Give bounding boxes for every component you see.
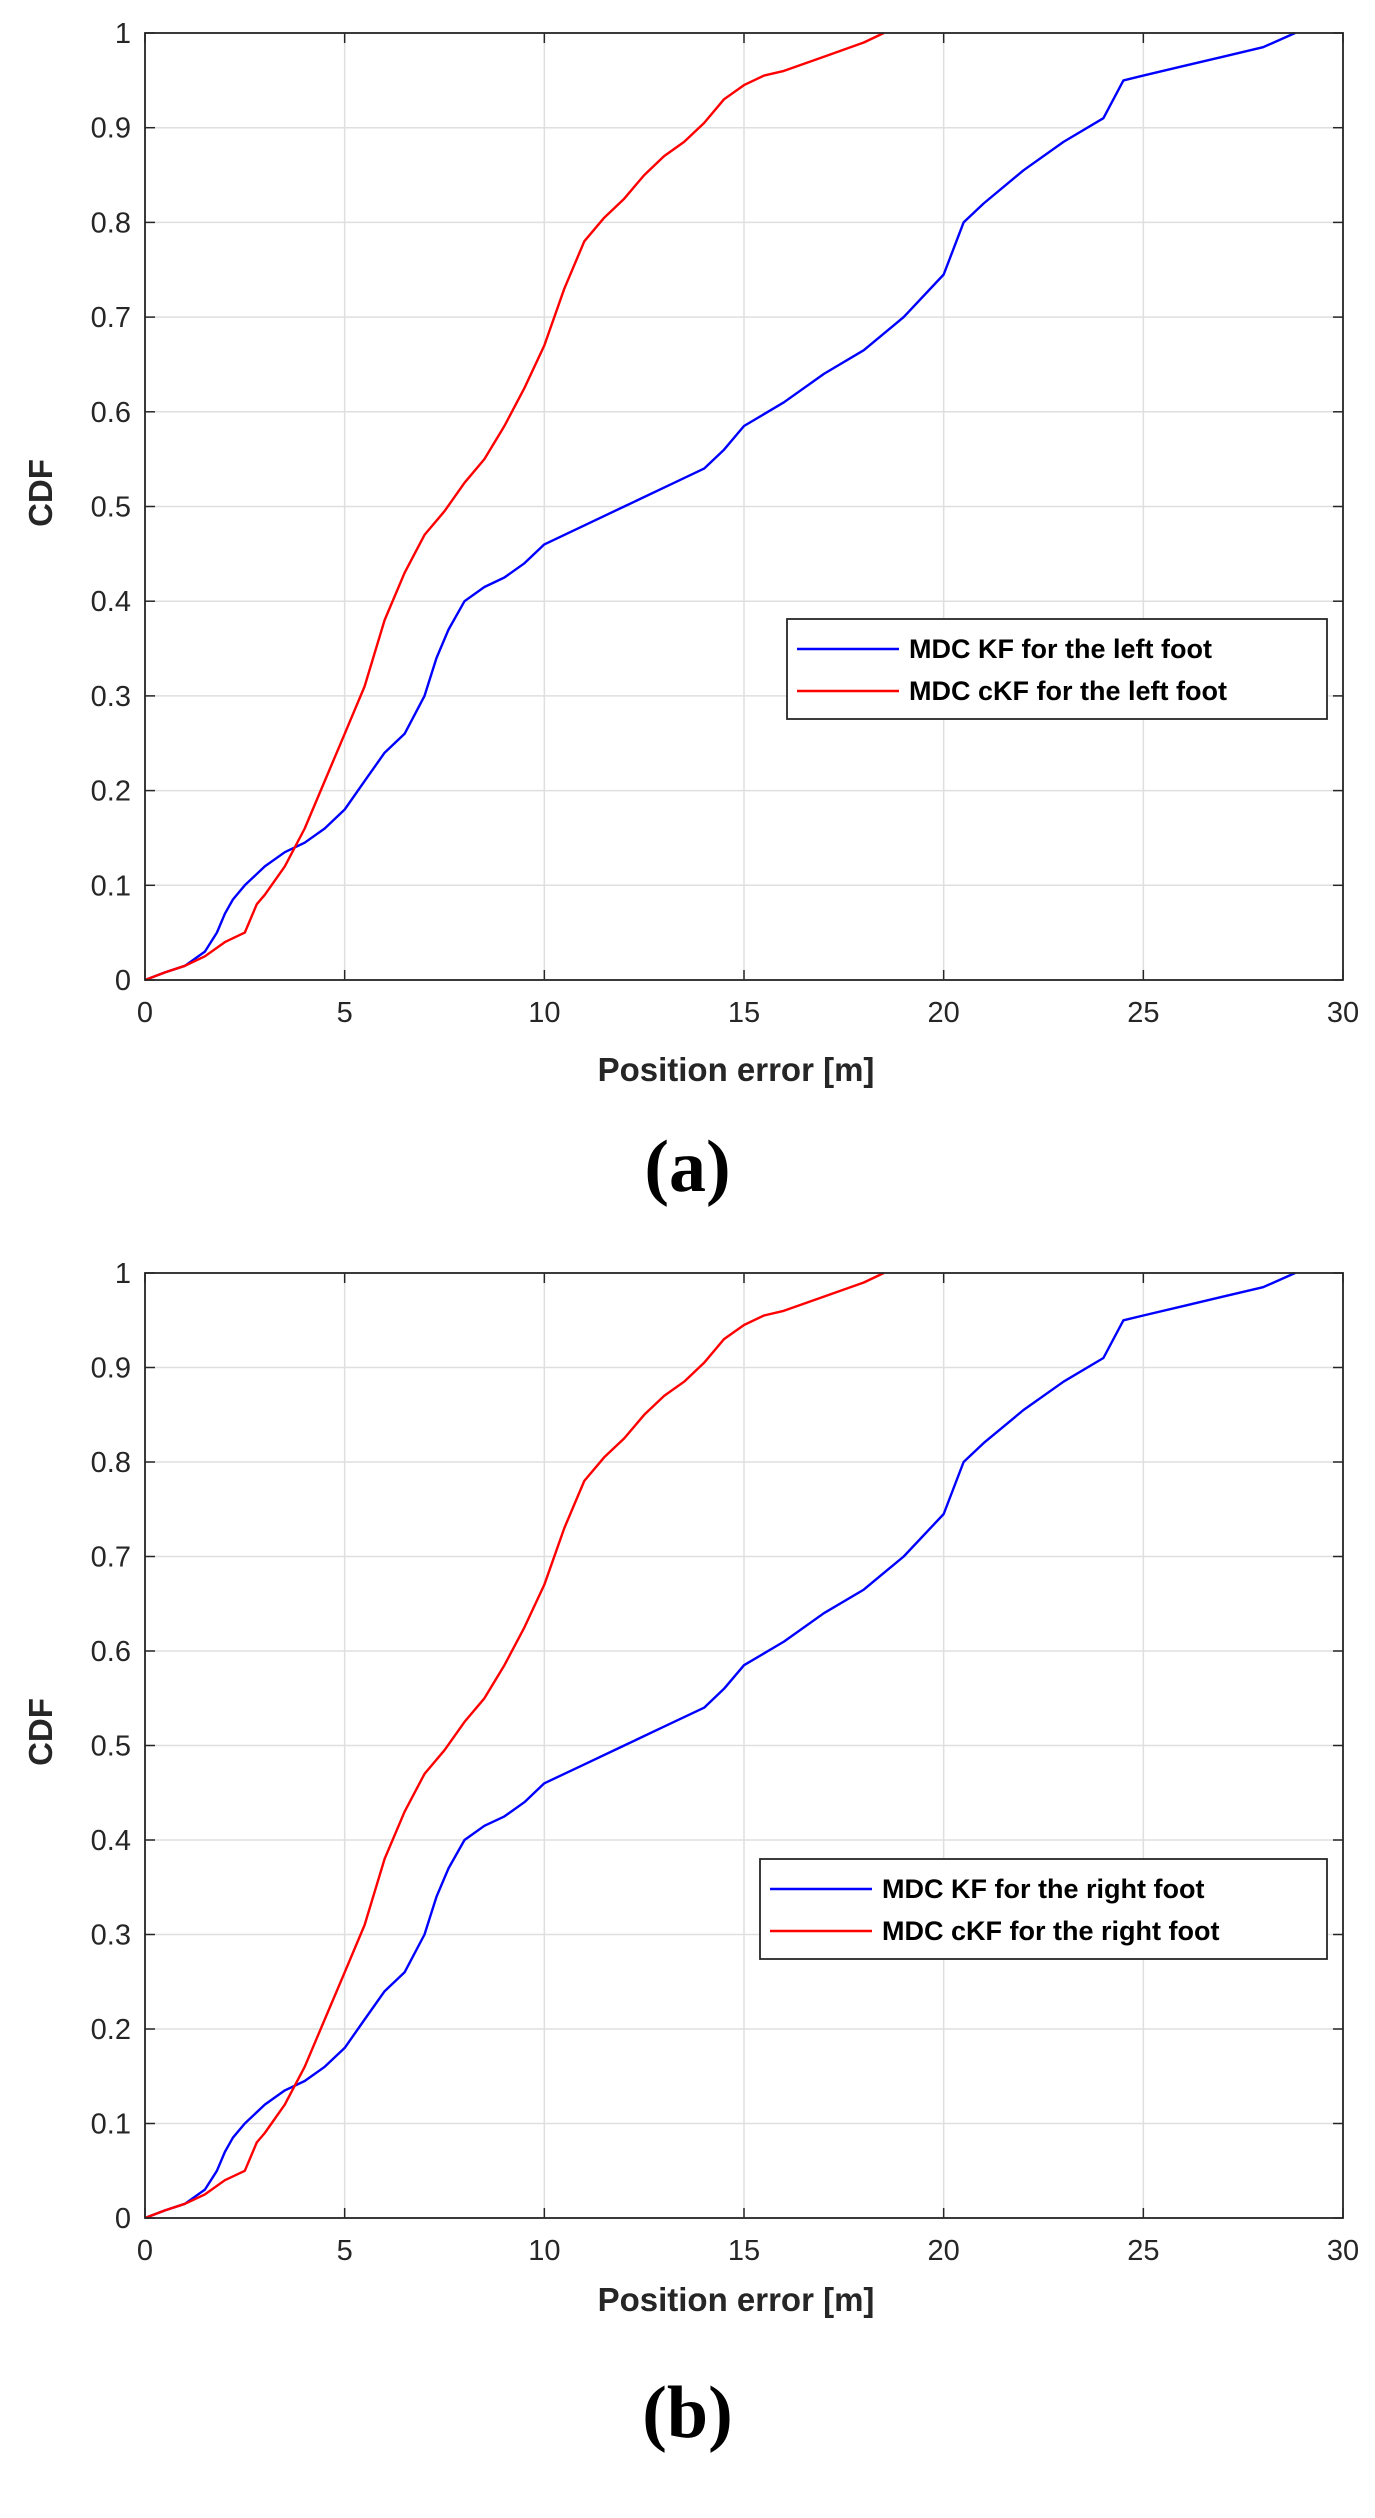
series-line-ckf [144, 31, 885, 982]
y-tick-label: 1 [115, 1259, 131, 1290]
y-tick-label: 0.4 [91, 1825, 131, 1857]
y-tick-label: 0 [115, 2203, 131, 2235]
figure-caption-a: (a) [644, 1126, 731, 1208]
y-tick-label: 0.3 [91, 681, 131, 713]
legend-label: MDC cKF for the right foot [882, 1916, 1219, 1946]
y-tick-label: 0 [115, 965, 131, 997]
x-tick-label: 5 [337, 2235, 353, 2267]
y-tick-label: 0.9 [91, 113, 131, 145]
y-tick-label: 0.5 [91, 492, 131, 524]
x-tick-label: 0 [137, 2235, 153, 2267]
y-tick-label: 0.8 [91, 1447, 131, 1479]
y-tick-label: 1 [115, 18, 131, 50]
x-axis-label: Position error [m] [598, 2281, 875, 2318]
x-tick-label: 15 [728, 997, 760, 1029]
x-tick-label: 0 [137, 997, 153, 1029]
series-line-ckf [144, 1271, 885, 2220]
y-tick-label: 0.7 [91, 1542, 131, 1574]
cdf-chart-left-foot: 0 5 10 15 20 25 30 0 0.1 0.2 0.3 0.4 0.5 0.6 0.7 0.8 0.9… [22, 18, 1359, 1088]
x-tick-label: 20 [928, 2235, 960, 2267]
y-tick-label: 0.1 [91, 2109, 131, 2141]
legend-box [786, 618, 1328, 720]
y-tick-label: 0.8 [91, 207, 131, 239]
x-tick-label: 10 [528, 2235, 560, 2267]
series-line-kf [144, 1271, 1296, 2220]
y-tick-label: 0.4 [91, 586, 131, 618]
legend-label: MDC cKF for the left foot [909, 676, 1227, 706]
y-tick-label: 0.3 [91, 1920, 131, 1952]
x-tick-label: 25 [1127, 997, 1159, 1029]
y-tick-label: 0.1 [91, 870, 131, 902]
legend-label: MDC KF for the left foot [909, 634, 1212, 664]
y-axis-label: CDF [22, 1698, 59, 1766]
y-tick-label: 0.7 [91, 302, 131, 334]
figure-a: 0 5 10 15 20 25 30 0 0.1 0.2 0.3 0.4 0.5 0.6 0.7 0.8 0.9… [22, 18, 1359, 1208]
series-line-kf [144, 31, 1296, 982]
legend-label: MDC KF for the right foot [882, 1874, 1204, 1904]
x-tick-label: 5 [337, 997, 353, 1029]
x-tick-label: 20 [928, 997, 960, 1029]
x-axis-label: Position error [m] [598, 1051, 875, 1088]
y-tick-label: 0.9 [91, 1353, 131, 1385]
y-tick-label: 0.6 [91, 397, 131, 429]
axes-box [144, 1272, 1344, 2219]
y-tick-label: 0.2 [91, 2014, 131, 2046]
y-axis-label: CDF [22, 459, 59, 527]
y-tick-label: 0.2 [91, 776, 131, 808]
x-tick-label: 25 [1127, 2235, 1159, 2267]
y-tick-label: 0.6 [91, 1636, 131, 1668]
figure-caption-b: (b) [642, 2372, 733, 2454]
x-tick-label: 10 [528, 997, 560, 1029]
axes-box [144, 32, 1344, 981]
x-tick-label: 15 [728, 2235, 760, 2267]
x-tick-label: 30 [1327, 2235, 1359, 2267]
figure-b: 0 5 10 15 20 25 30 0 0.1 0.2 0.3 0.4 0.5 0.6 0.7 0.8 0.9… [0, 1259, 1375, 2518]
y-tick-label: 0.5 [91, 1731, 131, 1763]
x-tick-label: 30 [1327, 997, 1359, 1029]
legend-box [759, 1858, 1328, 1960]
cdf-chart-right-foot: 0 5 10 15 20 25 30 0 0.1 0.2 0.3 0.4 0.5 0.6 0.7 0.8 0.9… [22, 1259, 1359, 2318]
